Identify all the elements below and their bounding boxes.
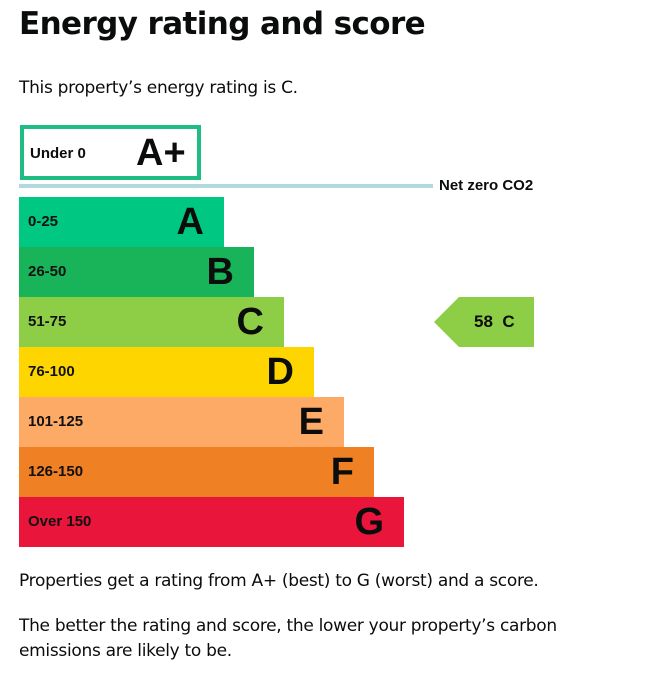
current-rating-arrow: 58 C: [434, 297, 534, 347]
band-a-plus: Under 0 A+: [20, 125, 201, 180]
band-c: 51-75 C: [19, 297, 284, 347]
band-range: 76-100: [28, 363, 75, 380]
band-e: 101-125 E: [19, 397, 344, 447]
band-letter: D: [266, 351, 294, 393]
band-letter: C: [236, 301, 264, 343]
rating-explanation: Properties get a rating from A+ (best) t…: [19, 571, 539, 591]
band-letter: A: [176, 201, 204, 243]
band-letter: E: [298, 401, 324, 443]
band-letter: A+: [136, 132, 186, 174]
emissions-explanation: The better the rating and score, the low…: [19, 616, 557, 661]
band-a: 0-25 A: [19, 197, 224, 247]
band-b: 26-50 B: [19, 247, 254, 297]
current-rating-label: 58 C: [474, 312, 515, 331]
band-letter: B: [206, 251, 234, 293]
net-zero-line: [19, 184, 433, 188]
band-range: Over 150: [28, 513, 92, 530]
energy-rating-chart: Under 0 A+ Net zero CO2 0-25 A 26-50 B 51-75…: [19, 125, 534, 547]
band-letter: F: [330, 451, 354, 493]
net-zero-label: Net zero CO2: [439, 177, 534, 194]
rating-intro: This property’s energy rating is C.: [19, 78, 298, 98]
band-g: Over 150 G: [19, 497, 404, 547]
band-range: Under 0: [30, 145, 86, 162]
band-range: 51-75: [28, 313, 67, 330]
band-f: 126-150 F: [19, 447, 374, 497]
band-range: 126-150: [28, 463, 84, 480]
band-range: 101-125: [28, 413, 84, 430]
band-letter: G: [354, 501, 384, 543]
band-d: 76-100 D: [19, 347, 314, 397]
band-range: 0-25: [28, 213, 59, 230]
band-range: 26-50: [28, 263, 67, 280]
page-title: Energy rating and score: [19, 6, 426, 42]
